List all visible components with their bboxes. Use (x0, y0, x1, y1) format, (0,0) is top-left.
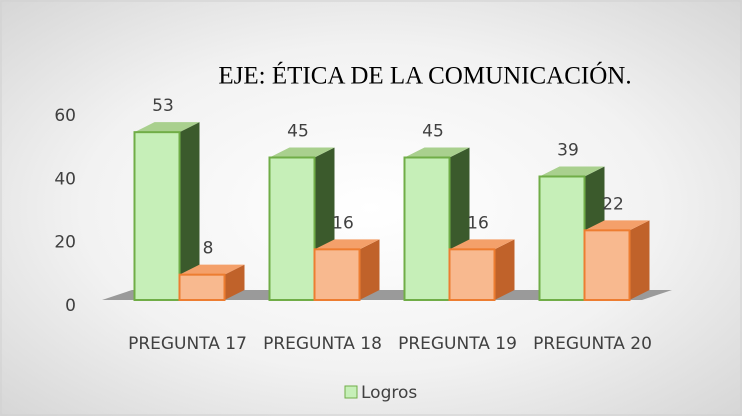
bar (583, 229, 631, 301)
data-label: 53 (152, 96, 174, 116)
chart-title: EJE: ÉTICA DE LA COMUNICACIÓN. (218, 62, 631, 90)
bar (538, 175, 586, 301)
bar-top (404, 147, 470, 158)
data-label: 16 (332, 213, 354, 233)
bar-top (539, 166, 605, 177)
data-label: 45 (287, 122, 309, 142)
bar-top (134, 122, 200, 133)
x-tick-label: PREGUNTA 17 (128, 334, 247, 354)
bar-side (359, 239, 380, 300)
data-label: 22 (602, 194, 624, 214)
bar-top (269, 147, 335, 158)
bar (178, 273, 226, 301)
data-label: 39 (557, 141, 579, 161)
bar-top (179, 264, 245, 275)
bar (313, 248, 361, 301)
bar-side (494, 239, 515, 300)
legend-swatch (344, 385, 358, 399)
legend-label: Logros (361, 383, 417, 403)
data-label: 16 (467, 213, 489, 233)
y-tick-label: 0 (65, 296, 76, 316)
y-tick-label: 40 (54, 169, 76, 189)
x-tick-label: PREGUNTA 20 (533, 334, 652, 354)
y-tick-label: 60 (54, 106, 76, 126)
bar-side (224, 264, 245, 300)
bar (133, 131, 181, 301)
y-tick-label: 20 (54, 233, 76, 253)
bar-side (629, 220, 650, 300)
bar (448, 248, 496, 301)
x-tick-label: PREGUNTA 18 (263, 334, 382, 354)
floor (102, 290, 672, 300)
bar (403, 156, 451, 301)
data-label: 45 (422, 122, 444, 142)
bar (268, 156, 316, 301)
x-tick-label: PREGUNTA 19 (398, 334, 517, 354)
data-label: 8 (203, 239, 214, 259)
bar-top (449, 239, 515, 250)
bar-top (584, 220, 650, 231)
bar-side (179, 122, 200, 301)
bar-top (314, 239, 380, 250)
